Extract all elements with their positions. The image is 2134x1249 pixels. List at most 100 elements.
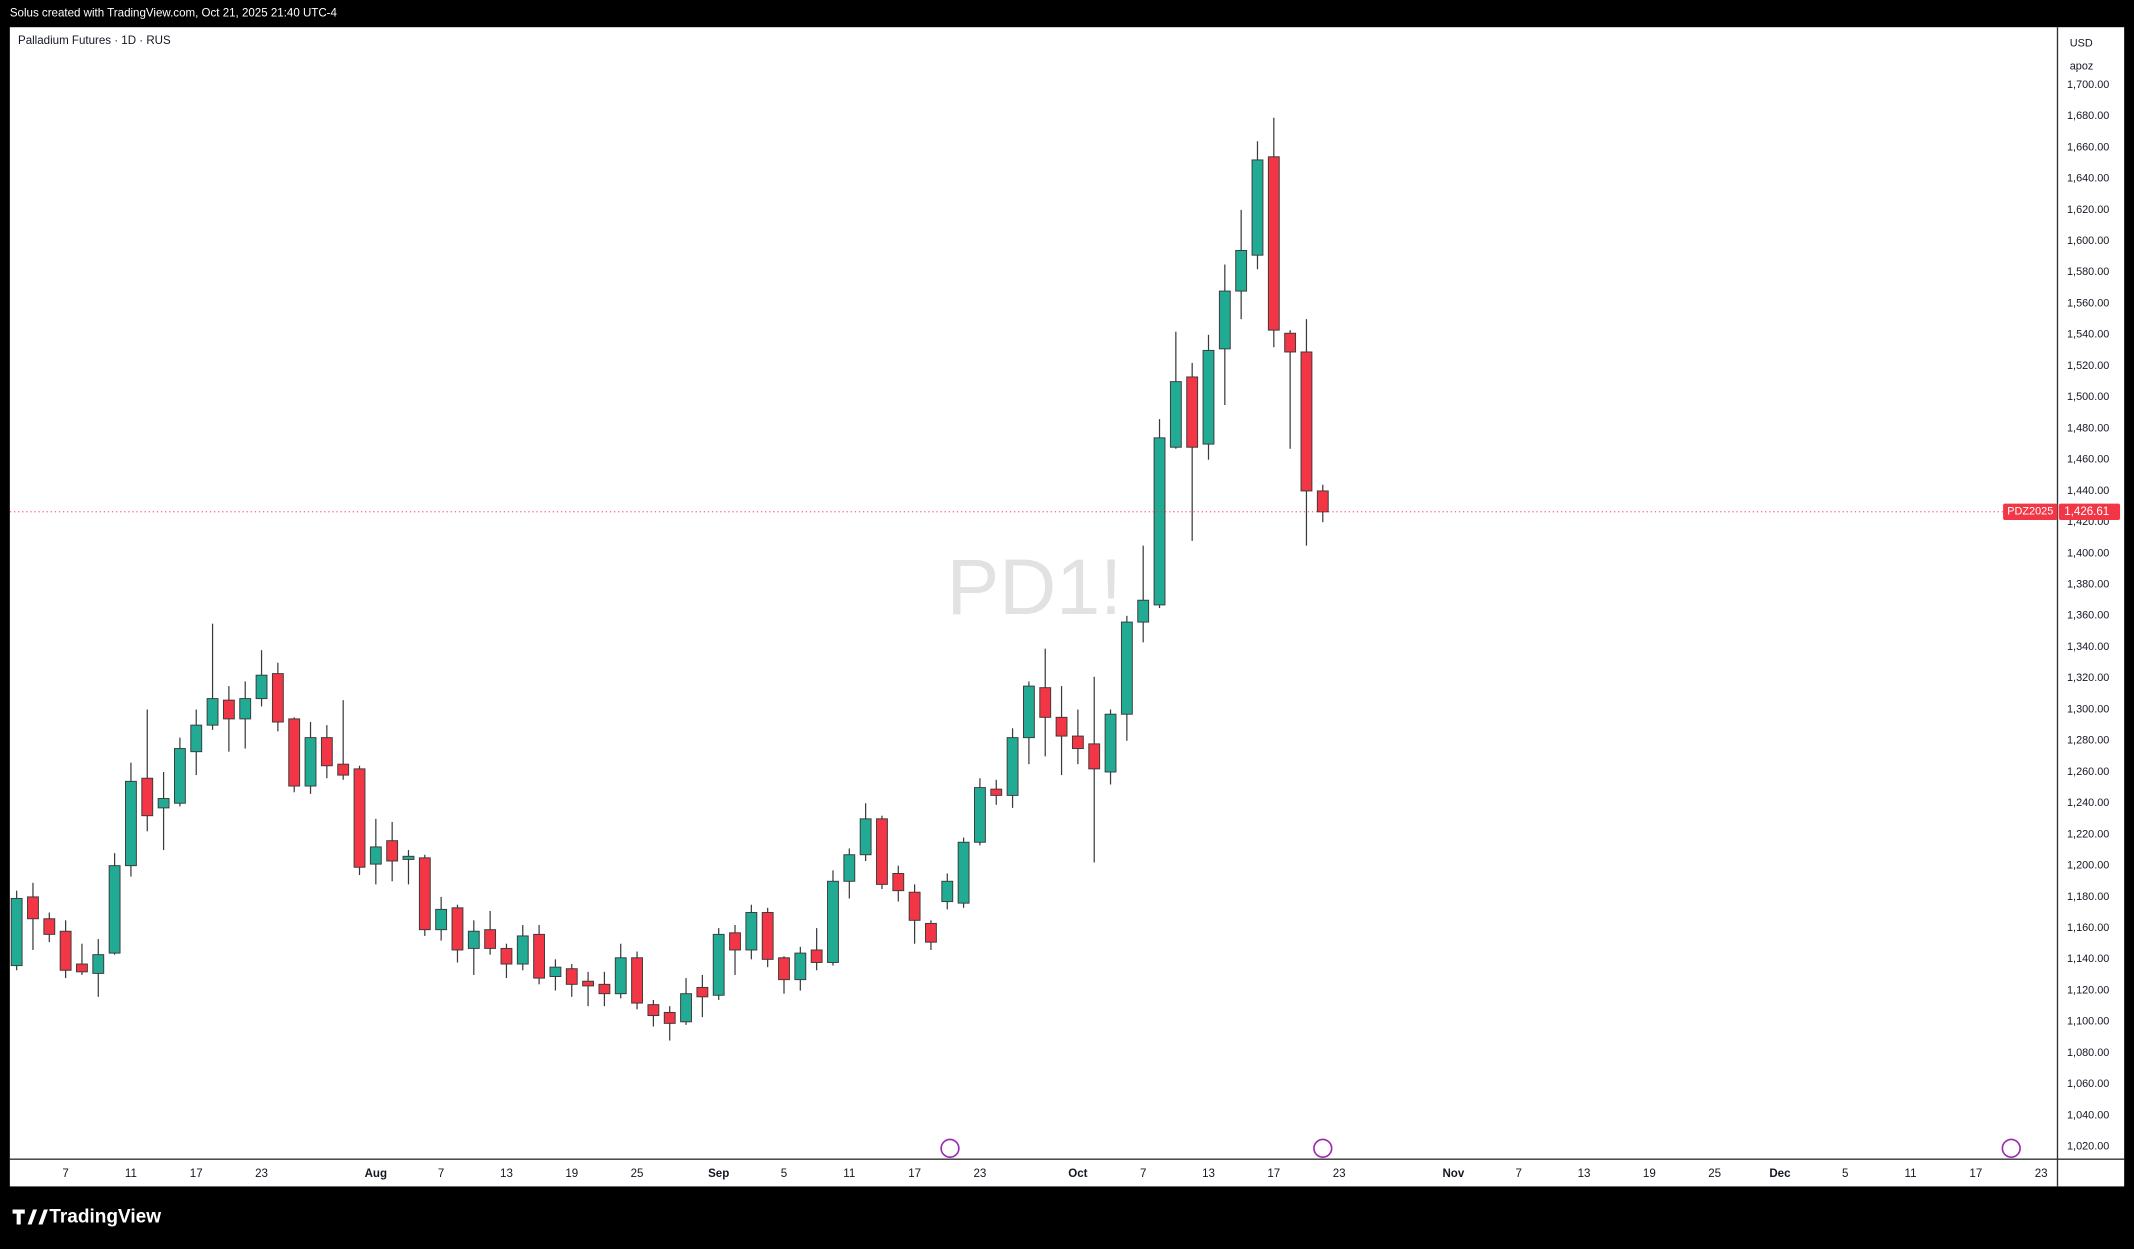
candle-body bbox=[418, 857, 431, 931]
candle bbox=[908, 884, 921, 944]
candle-body bbox=[173, 748, 186, 804]
candle-body bbox=[908, 891, 921, 921]
candle bbox=[1104, 709, 1117, 785]
y-tick-label: 1,640.00 bbox=[2067, 173, 2109, 185]
candle-body bbox=[712, 933, 725, 996]
candle-body bbox=[1169, 381, 1182, 448]
event-icon[interactable] bbox=[1313, 1138, 1333, 1158]
candle bbox=[1186, 362, 1199, 541]
candle-body bbox=[1137, 599, 1150, 623]
candle bbox=[1218, 264, 1231, 406]
candle bbox=[1316, 484, 1329, 523]
chart-pane bbox=[9, 27, 2125, 1187]
y-tick-label: 1,300.00 bbox=[2067, 703, 2109, 715]
candle bbox=[484, 910, 497, 955]
candle bbox=[190, 709, 203, 776]
candle-body bbox=[435, 908, 448, 931]
candle bbox=[1169, 331, 1182, 449]
candle bbox=[761, 907, 774, 968]
candle bbox=[1202, 334, 1215, 460]
event-icons bbox=[940, 1138, 2021, 1158]
candle-body bbox=[859, 818, 872, 856]
candle-body bbox=[974, 787, 986, 843]
candle-body bbox=[1104, 713, 1117, 773]
candle bbox=[729, 924, 741, 975]
candle-body bbox=[1088, 743, 1101, 770]
candle-body bbox=[1055, 716, 1068, 737]
candle-body bbox=[304, 737, 317, 787]
candle-body bbox=[647, 1004, 660, 1017]
candle-body bbox=[843, 854, 856, 882]
y-tick-label: 1,240.00 bbox=[2067, 797, 2109, 809]
candle bbox=[353, 765, 366, 876]
candle bbox=[990, 779, 1003, 805]
candle-body bbox=[810, 949, 823, 963]
candle-body bbox=[565, 968, 578, 985]
candle bbox=[1055, 686, 1068, 776]
y-tick-label: 1,040.00 bbox=[2067, 1109, 2109, 1121]
candle-body bbox=[1202, 349, 1215, 445]
candle bbox=[876, 815, 888, 890]
candle-body bbox=[43, 918, 56, 935]
candle-body bbox=[10, 897, 23, 967]
x-tick-label: 7 bbox=[1140, 1168, 1146, 1180]
candle-body bbox=[190, 724, 203, 753]
axis-header-bg bbox=[2058, 28, 2123, 94]
x-tick-label: 7 bbox=[1515, 1168, 1521, 1180]
y-tick-label: 1,440.00 bbox=[2067, 485, 2109, 497]
candle-body bbox=[467, 930, 480, 949]
candle-body bbox=[500, 947, 513, 965]
x-tick-label: 19 bbox=[1643, 1168, 1656, 1180]
y-tick-label: 1,140.00 bbox=[2067, 953, 2109, 965]
candle-body bbox=[533, 933, 546, 979]
candle bbox=[1120, 615, 1133, 741]
last-price-label: 1,426.61 bbox=[2064, 506, 2109, 518]
candle bbox=[598, 971, 611, 1007]
x-tick-label: 17 bbox=[1969, 1168, 1982, 1180]
y-tick-label: 1,020.00 bbox=[2067, 1141, 2109, 1153]
y-tick-label: 1,620.00 bbox=[2067, 204, 2109, 216]
x-tick-label: 23 bbox=[1333, 1168, 1346, 1180]
candle-body bbox=[1218, 290, 1231, 350]
y-tick-label: 1,160.00 bbox=[2067, 922, 2109, 934]
candle-body bbox=[778, 957, 790, 981]
candle-body bbox=[451, 907, 464, 951]
candle-body bbox=[598, 983, 611, 995]
candle-body bbox=[239, 698, 252, 720]
y-tick-label: 1,380.00 bbox=[2067, 578, 2109, 590]
y-tick-label: 1,400.00 bbox=[2067, 547, 2109, 559]
candle-body bbox=[1267, 156, 1280, 331]
x-tick-label: 17 bbox=[190, 1168, 203, 1180]
candle-body bbox=[1284, 332, 1297, 353]
candle-body bbox=[288, 718, 301, 787]
candle-body bbox=[1300, 351, 1313, 492]
y-tick-label: 1,580.00 bbox=[2067, 266, 2109, 278]
candle-body bbox=[761, 912, 774, 960]
candles bbox=[10, 117, 1329, 1041]
x-tick-label: Nov bbox=[1442, 1168, 1464, 1180]
candle bbox=[974, 778, 986, 846]
event-icon[interactable] bbox=[940, 1138, 960, 1158]
candle bbox=[892, 865, 905, 902]
y-tick-label: 1,320.00 bbox=[2067, 672, 2109, 684]
candle-body bbox=[745, 912, 758, 951]
x-tick-label: Sep bbox=[708, 1168, 729, 1180]
candle-body bbox=[125, 780, 137, 867]
candle-body bbox=[990, 788, 1003, 796]
x-tick-label: 7 bbox=[62, 1168, 68, 1180]
candle bbox=[1039, 648, 1052, 757]
candle bbox=[1071, 709, 1084, 765]
y-tick-label: 1,120.00 bbox=[2067, 984, 2109, 996]
candle-body bbox=[1022, 685, 1035, 739]
event-icon[interactable] bbox=[2001, 1138, 2021, 1158]
candle bbox=[386, 821, 399, 882]
candle bbox=[663, 1006, 676, 1041]
x-tick-label: 11 bbox=[843, 1168, 855, 1180]
y-tick-label: 1,680.00 bbox=[2067, 110, 2109, 122]
x-tick-label: 11 bbox=[125, 1168, 137, 1180]
candle-body bbox=[141, 777, 154, 817]
x-tick-label: Oct bbox=[1068, 1168, 1087, 1180]
x-tick-label: 23 bbox=[2035, 1168, 2048, 1180]
